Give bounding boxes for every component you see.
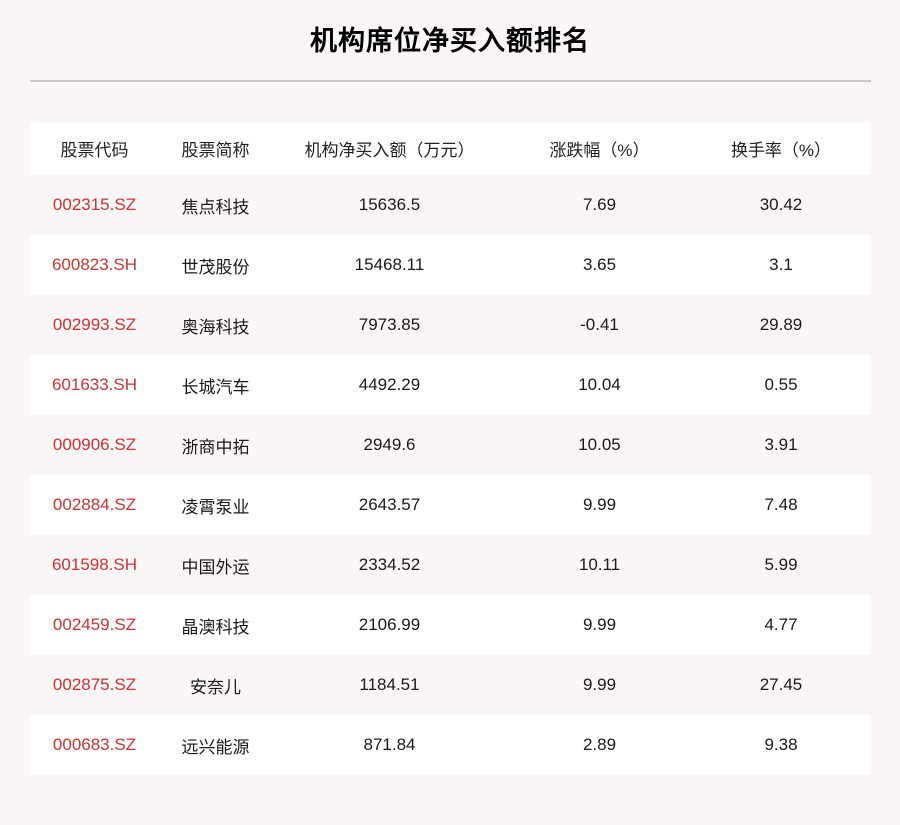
cell-code[interactable]: 002993.SZ: [52, 315, 137, 334]
cell-change: 10.11: [578, 555, 621, 574]
cell-code[interactable]: 002884.SZ: [52, 495, 137, 514]
cell-amount: 1184.51: [359, 675, 420, 694]
cell-name: 晶澳科技: [181, 617, 250, 637]
cell-change: 9.99: [582, 615, 617, 634]
cell-name: 奥海科技: [181, 317, 250, 337]
cell-change: 9.99: [582, 495, 617, 514]
cell-code[interactable]: 002875.SZ: [52, 675, 137, 694]
ranking-table-container: 股票代码 股票简称 机构净买入额（万元） 涨跌幅（%） 换手率（%） 00231…: [29, 122, 871, 775]
cell-turnover: 3.1: [769, 255, 793, 274]
ranking-table: 股票代码 股票简称 机构净买入额（万元） 涨跌幅（%） 换手率（%） 00231…: [29, 122, 871, 775]
table-row[interactable]: 600823.SH 世茂股份 15468.11 3.65 3.1: [29, 235, 871, 295]
table-header: 股票代码 股票简称 机构净买入额（万元） 涨跌幅（%） 换手率（%）: [29, 122, 871, 175]
cell-turnover: 29.89: [759, 315, 803, 334]
cell-change: 3.65: [582, 255, 617, 274]
cell-name: 世茂股份: [181, 257, 250, 277]
title-divider: [29, 80, 871, 82]
table-row[interactable]: 002459.SZ 晶澳科技 2106.99 9.99 4.77: [29, 595, 871, 655]
cell-name: 安奈儿: [190, 677, 241, 697]
cell-code[interactable]: 002459.SZ: [52, 615, 137, 634]
cell-amount: 15468.11: [354, 255, 425, 274]
column-header-change: 涨跌幅（%）: [549, 141, 650, 160]
cell-code[interactable]: 002315.SZ: [52, 195, 137, 214]
cell-name: 中国外运: [181, 557, 250, 577]
table-row[interactable]: 000683.SZ 远兴能源 871.84 2.89 9.38: [29, 715, 871, 775]
table-row[interactable]: 601598.SH 中国外运 2334.52 10.11 5.99: [29, 535, 871, 595]
cell-code[interactable]: 000683.SZ: [52, 735, 137, 754]
cell-change: -0.41: [580, 315, 619, 334]
cell-code[interactable]: 601598.SH: [51, 555, 138, 574]
cell-code[interactable]: 000906.SZ: [52, 435, 137, 454]
cell-turnover: 0.55: [764, 375, 798, 394]
cell-turnover: 3.91: [764, 435, 798, 454]
table-row[interactable]: 601633.SH 长城汽车 4492.29 10.04 0.55: [29, 355, 871, 415]
cell-amount: 2106.99: [358, 615, 421, 634]
table-row[interactable]: 002315.SZ 焦点科技 15636.5 7.69 30.42: [29, 175, 871, 235]
cell-turnover: 4.77: [764, 615, 798, 634]
cell-amount: 4492.29: [358, 375, 421, 394]
table-body: 002315.SZ 焦点科技 15636.5 7.69 30.42 600823.SH 世茂…: [29, 175, 871, 775]
cell-name: 焦点科技: [181, 197, 250, 217]
cell-amount: 7973.85: [358, 315, 421, 334]
column-header-code: 股票代码: [60, 141, 129, 160]
table-row[interactable]: 002884.SZ 凌霄泵业 2643.57 9.99 7.48: [29, 475, 871, 535]
column-header-name: 股票简称: [181, 141, 250, 160]
cell-amount: 2949.6: [363, 435, 416, 454]
column-header-amount: 机构净买入额（万元）: [304, 141, 475, 160]
cell-change: 9.99: [582, 675, 617, 694]
cell-amount: 2334.52: [358, 555, 421, 574]
cell-change: 2.89: [582, 735, 617, 754]
cell-amount: 871.84: [363, 735, 416, 754]
cell-amount: 15636.5: [358, 195, 421, 214]
cell-name: 远兴能源: [181, 737, 250, 757]
table-row[interactable]: 002875.SZ 安奈儿 1184.51 9.99 27.45: [29, 655, 871, 715]
cell-code[interactable]: 600823.SH: [51, 255, 138, 274]
cell-name: 浙商中拓: [181, 437, 250, 457]
cell-code[interactable]: 601633.SH: [51, 375, 138, 394]
cell-turnover: 7.48: [764, 495, 798, 514]
cell-amount: 2643.57: [358, 495, 421, 514]
column-header-turnover: 换手率（%）: [730, 141, 832, 160]
page-title: 机构席位净买入额排名: [310, 26, 590, 56]
cell-turnover: 5.99: [764, 555, 798, 574]
cell-name: 凌霄泵业: [181, 497, 250, 517]
cell-turnover: 30.42: [759, 195, 803, 214]
cell-turnover: 27.45: [759, 675, 803, 694]
cell-name: 长城汽车: [181, 377, 250, 397]
table-row[interactable]: 002993.SZ 奥海科技 7973.85 -0.41 29.89: [29, 295, 871, 355]
table-row[interactable]: 000906.SZ 浙商中拓 2949.6 10.05 3.91: [29, 415, 871, 475]
cell-turnover: 9.38: [764, 735, 798, 754]
cell-change: 10.04: [578, 375, 621, 394]
cell-change: 10.05: [578, 435, 621, 454]
table-header-row: 股票代码 股票简称 机构净买入额（万元） 涨跌幅（%） 换手率（%）: [29, 122, 871, 175]
cell-change: 7.69: [582, 195, 617, 214]
